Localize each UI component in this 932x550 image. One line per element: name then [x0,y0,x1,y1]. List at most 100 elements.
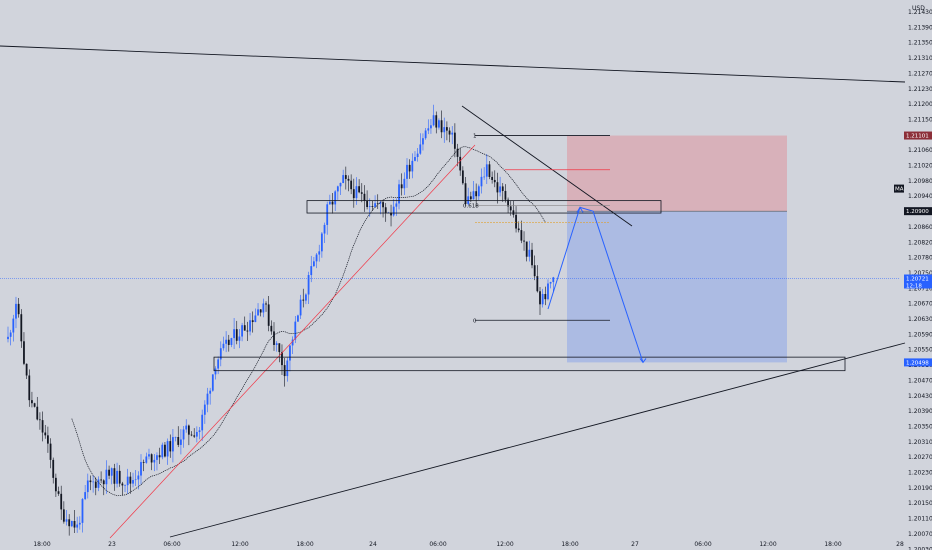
y-tick-label: 1.20110 [908,516,932,523]
candle-body [137,475,140,480]
lower-trendline [169,342,906,538]
current-price-tag-bg [904,274,932,289]
x-tick-label: 23 [108,541,116,548]
candle-body [342,175,345,183]
candle-body [480,176,483,187]
candle-body [25,363,28,376]
candle-body [169,441,172,452]
candle-body [363,193,366,201]
x-tick-label: 06:00 [429,541,446,548]
candle-body [414,157,416,161]
candle-body [33,403,36,407]
candle-body [28,375,31,401]
candle-body [108,469,110,476]
candle-body [523,240,525,242]
x-tick-label: 27 [631,541,639,548]
candle-body [485,164,488,177]
candle-body [419,144,422,154]
candle-body [193,435,196,437]
x-tick-label: 18:00 [561,541,578,548]
candle-body [177,437,180,445]
candle-body [313,261,315,267]
candle-body [140,462,142,476]
candle-body [416,153,419,158]
candle-body [12,318,15,333]
candle-body [254,315,257,323]
candle-body [185,425,188,430]
candle-body [536,276,539,292]
y-tick-label: 1.21020 [908,163,932,170]
candle-body [352,189,355,199]
candle-body [219,348,222,360]
candle-body [20,314,23,342]
candle-body [142,462,145,463]
candle-body [344,175,347,179]
candle-body [262,303,265,313]
y-tick-label: 1.21270 [908,70,932,77]
candle-body [182,429,185,440]
candle-body [102,480,105,485]
stop-price-tag-bg [904,131,932,140]
y-tick-label: 1.21150 [908,116,932,123]
candle-body [121,483,124,486]
candle-body [517,228,520,231]
candle-body [467,196,470,204]
candle-body [339,182,342,187]
candle-body [230,338,233,345]
candle-body [41,420,44,433]
candle-body [350,180,353,190]
upper-trendline [0,45,906,83]
candle-body [78,522,81,525]
candle-body [390,212,392,216]
candle-body [126,476,129,486]
ma-tag-bg [894,184,904,193]
projected-path [547,206,644,363]
candle-body [395,203,398,207]
candle-body [398,184,400,204]
candle-body [549,282,552,284]
candle-body [275,343,278,345]
candle-body [427,128,430,131]
candle-body [86,480,89,493]
y-tick-label: 1.21200 [908,101,932,108]
support-box [213,356,846,372]
current-price-tag: 1.20721 [906,277,929,283]
candle-body [238,336,241,341]
candle-body [222,343,225,349]
candle-body [49,443,52,460]
red-trendline [109,144,476,539]
candle-body [310,266,313,276]
candle-body [198,430,201,433]
candle-body [552,277,555,283]
candle-body [233,329,235,339]
y-tick-label: 1.20430 [908,393,932,400]
candle-body [509,206,512,211]
path-arrow-up [576,206,584,213]
candle-body [206,393,209,405]
y-tick-label: 1.20030 [908,546,932,550]
candle-body [483,176,486,178]
x-tick-label: 24 [369,541,377,548]
candle-body [323,224,326,234]
fib-label-1: 1 [473,134,477,140]
candle-body [408,164,411,172]
y-tick-label: 1.20860 [908,224,932,231]
fib-label-0: 0 [473,318,477,324]
candle-body [241,325,243,337]
y-tick-label: 1.20350 [908,423,932,430]
candle-body [17,303,20,315]
candle-body [422,138,424,145]
stop-price-tag: 1.21101 [906,134,929,140]
candle-body [525,241,528,257]
y-tick-label: 1.20780 [908,255,932,262]
candle-body [305,294,307,301]
candle-body [156,455,158,460]
candle-body [267,304,270,326]
candle-body [246,330,249,332]
y-tick-label: 1.20590 [908,331,932,338]
candle-body [424,130,427,139]
candle-body [451,132,454,135]
y-tick-label: 1.20710 [908,285,932,292]
